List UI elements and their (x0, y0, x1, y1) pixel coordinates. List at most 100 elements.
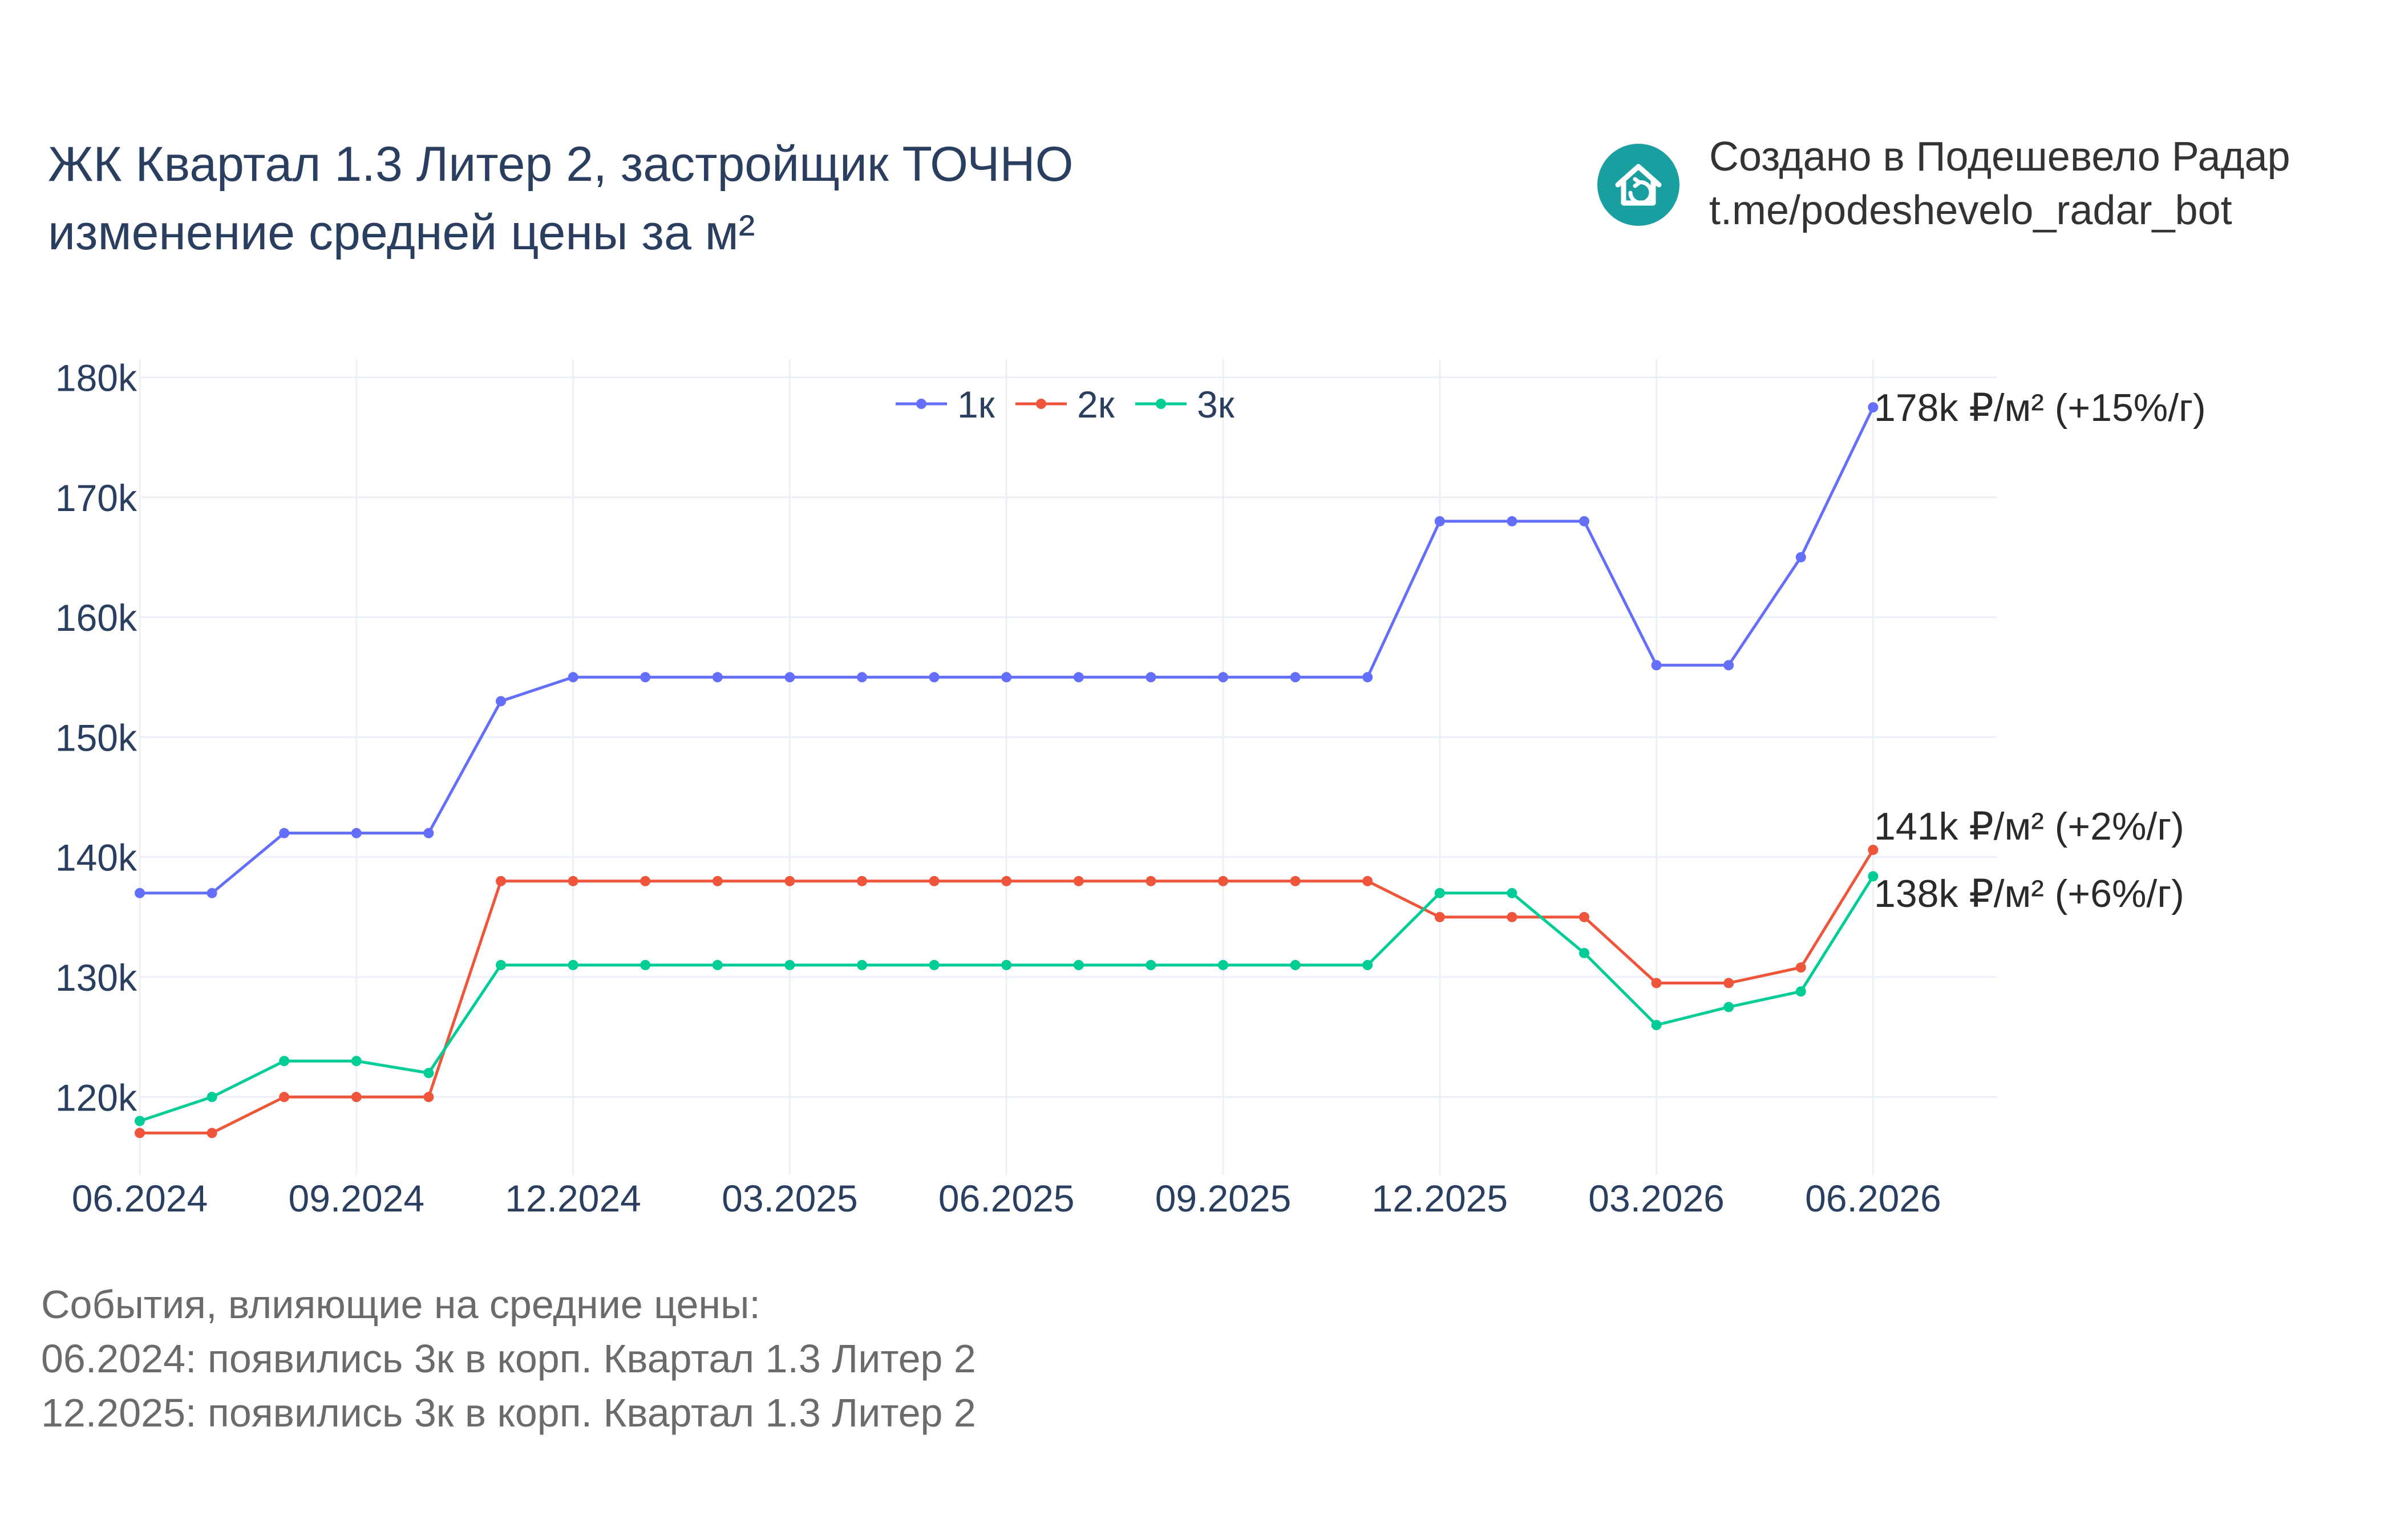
data-point (1362, 959, 1373, 970)
data-point (640, 876, 651, 886)
data-point (929, 959, 940, 970)
series-end-label: 141k ₽/м² (+2%/г) (1874, 805, 2184, 848)
data-point (1001, 672, 1012, 683)
data-point (1290, 672, 1301, 683)
data-point (1434, 887, 1445, 898)
data-point (1001, 876, 1012, 886)
data-point (929, 876, 940, 886)
data-point (1073, 959, 1084, 970)
data-point (1146, 959, 1156, 970)
data-point (857, 959, 867, 970)
data-point (1218, 959, 1228, 970)
y-tick-label: 180k (55, 357, 137, 399)
data-point (1868, 871, 1879, 882)
data-point (279, 1056, 290, 1067)
data-point (1795, 552, 1806, 562)
data-point (1651, 1020, 1662, 1031)
x-tick-label: 06.2024 (72, 1177, 208, 1219)
brand-link[interactable]: t.me/podeshevelo_radar_bot (1709, 188, 2232, 233)
y-tick-label: 150k (55, 716, 137, 759)
data-point (1579, 947, 1589, 958)
data-point (857, 672, 867, 683)
x-tick-label: 06.2026 (1805, 1177, 1941, 1219)
data-point (1795, 986, 1806, 997)
radar-house-icon (1597, 144, 1679, 226)
chart-title: ЖК Квартал 1.3 Литер 2, застройщик ТОЧНО… (48, 130, 1073, 267)
data-point (1507, 887, 1517, 898)
data-point (1795, 962, 1806, 973)
data-point (857, 876, 867, 886)
data-point (1434, 516, 1445, 526)
legend-swatch-marker (916, 399, 926, 409)
data-point (496, 876, 506, 886)
x-tick-label: 03.2026 (1588, 1177, 1725, 1219)
data-point (1290, 959, 1301, 970)
data-point (1507, 516, 1517, 526)
data-point (135, 887, 145, 898)
series-end-label: 138k ₽/м² (+6%/г) (1874, 872, 2184, 915)
x-tick-label: 03.2025 (722, 1177, 858, 1219)
data-point (496, 696, 506, 707)
data-point (1651, 660, 1662, 671)
data-point (640, 959, 651, 970)
data-point (712, 876, 723, 886)
data-point (1362, 672, 1373, 683)
data-point (1001, 959, 1012, 970)
data-point (1723, 1002, 1734, 1012)
data-point (351, 1056, 362, 1067)
data-point (351, 1092, 362, 1103)
data-point (1218, 876, 1228, 886)
data-point (351, 828, 362, 838)
legend-label: 3к (1197, 383, 1235, 425)
data-point (1290, 876, 1301, 886)
title-line-2: изменение средней цены за м² (48, 205, 755, 260)
data-point (640, 672, 651, 683)
data-point (496, 959, 506, 970)
data-point (207, 1128, 217, 1138)
y-tick-label: 170k (55, 477, 137, 519)
x-tick-label: 09.2025 (1155, 1177, 1292, 1219)
brand-credit: Создано в Подешевело Радар t.me/podeshev… (1709, 130, 2290, 237)
event-item: 12.2025: появились 3к в корп. Квартал 1.… (41, 1391, 976, 1435)
data-point (1434, 911, 1445, 922)
y-tick-label: 140k (55, 837, 137, 879)
data-point (1651, 978, 1662, 988)
data-point (784, 672, 795, 683)
data-point (423, 1092, 434, 1103)
data-point (784, 959, 795, 970)
data-point (135, 1116, 145, 1126)
data-point (1868, 402, 1879, 413)
data-point (712, 959, 723, 970)
data-point (1362, 876, 1373, 886)
data-point (1868, 845, 1879, 856)
data-point (279, 828, 290, 838)
x-tick-label: 12.2025 (1372, 1177, 1508, 1219)
data-point (929, 672, 940, 683)
legend-label: 2к (1077, 383, 1115, 425)
data-point (1723, 978, 1734, 988)
data-point (135, 1128, 145, 1138)
x-tick-label: 06.2025 (938, 1177, 1075, 1219)
data-point (568, 876, 578, 886)
legend-swatch-marker (1036, 399, 1046, 409)
data-point (1073, 672, 1084, 683)
legend-label: 1к (957, 383, 995, 425)
series-end-label: 178k ₽/м² (+15%/г) (1874, 386, 2206, 429)
x-tick-label: 09.2024 (289, 1177, 425, 1219)
data-point (423, 828, 434, 838)
logo-arrow (1628, 177, 1653, 205)
y-tick-label: 130k (55, 957, 137, 999)
y-tick-label: 120k (55, 1076, 137, 1118)
data-point (1146, 876, 1156, 886)
data-point (784, 876, 795, 886)
data-point (1507, 911, 1517, 922)
brand-line-1: Создано в Подешевело Радар (1709, 134, 2290, 180)
events-heading: События, влияющие на средние цены: (41, 1282, 760, 1327)
data-point (207, 887, 217, 898)
data-point (568, 672, 578, 683)
data-point (1723, 660, 1734, 671)
data-point (1073, 876, 1084, 886)
data-point (423, 1068, 434, 1079)
x-tick-label: 12.2024 (505, 1177, 641, 1219)
